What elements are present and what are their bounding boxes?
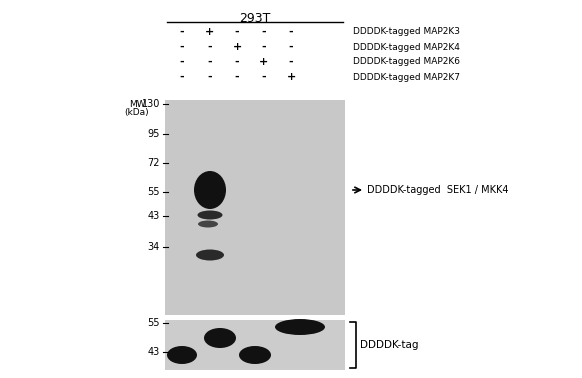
Text: -: -	[180, 27, 184, 37]
Text: -: -	[235, 27, 239, 37]
Text: -: -	[208, 42, 212, 52]
Text: 43: 43	[148, 347, 160, 357]
Ellipse shape	[275, 319, 325, 335]
Text: -: -	[208, 57, 212, 67]
Text: DDDDK-tagged MAP2K7: DDDDK-tagged MAP2K7	[353, 73, 460, 82]
Text: 55: 55	[147, 318, 160, 328]
Text: -: -	[289, 42, 293, 52]
Text: 95: 95	[148, 129, 160, 139]
Text: DDDDK-tagged MAP2K4: DDDDK-tagged MAP2K4	[353, 42, 460, 51]
Text: +: +	[260, 57, 269, 67]
Text: +: +	[286, 72, 296, 82]
Text: +: +	[232, 42, 242, 52]
Text: 43: 43	[148, 211, 160, 221]
Text: -: -	[180, 42, 184, 52]
Text: (kDa): (kDa)	[125, 108, 150, 117]
Text: -: -	[180, 72, 184, 82]
Text: 55: 55	[147, 187, 160, 197]
FancyBboxPatch shape	[165, 320, 345, 370]
Text: 34: 34	[148, 242, 160, 252]
Text: -: -	[289, 57, 293, 67]
Text: -: -	[262, 27, 267, 37]
Text: -: -	[208, 72, 212, 82]
Text: -: -	[235, 57, 239, 67]
Text: +: +	[205, 27, 215, 37]
Text: DDDDK-tagged MAP2K3: DDDDK-tagged MAP2K3	[353, 28, 460, 37]
Ellipse shape	[167, 346, 197, 364]
Text: DDDDK-tagged MAP2K6: DDDDK-tagged MAP2K6	[353, 57, 460, 67]
FancyBboxPatch shape	[165, 100, 345, 315]
Ellipse shape	[196, 249, 224, 260]
Text: -: -	[262, 72, 267, 82]
Ellipse shape	[197, 211, 222, 220]
Text: -: -	[289, 27, 293, 37]
Ellipse shape	[239, 346, 271, 364]
Text: MW: MW	[129, 100, 146, 109]
Text: -: -	[262, 42, 267, 52]
Text: DDDDK-tag: DDDDK-tag	[360, 340, 418, 350]
Ellipse shape	[204, 328, 236, 348]
Text: 130: 130	[141, 99, 160, 109]
Text: 72: 72	[147, 158, 160, 168]
Text: -: -	[180, 57, 184, 67]
Ellipse shape	[198, 220, 218, 228]
Text: 293T: 293T	[239, 12, 271, 25]
Text: DDDDK-tagged  SEK1 / MKK4: DDDDK-tagged SEK1 / MKK4	[367, 185, 509, 195]
Ellipse shape	[194, 171, 226, 209]
Text: -: -	[235, 72, 239, 82]
